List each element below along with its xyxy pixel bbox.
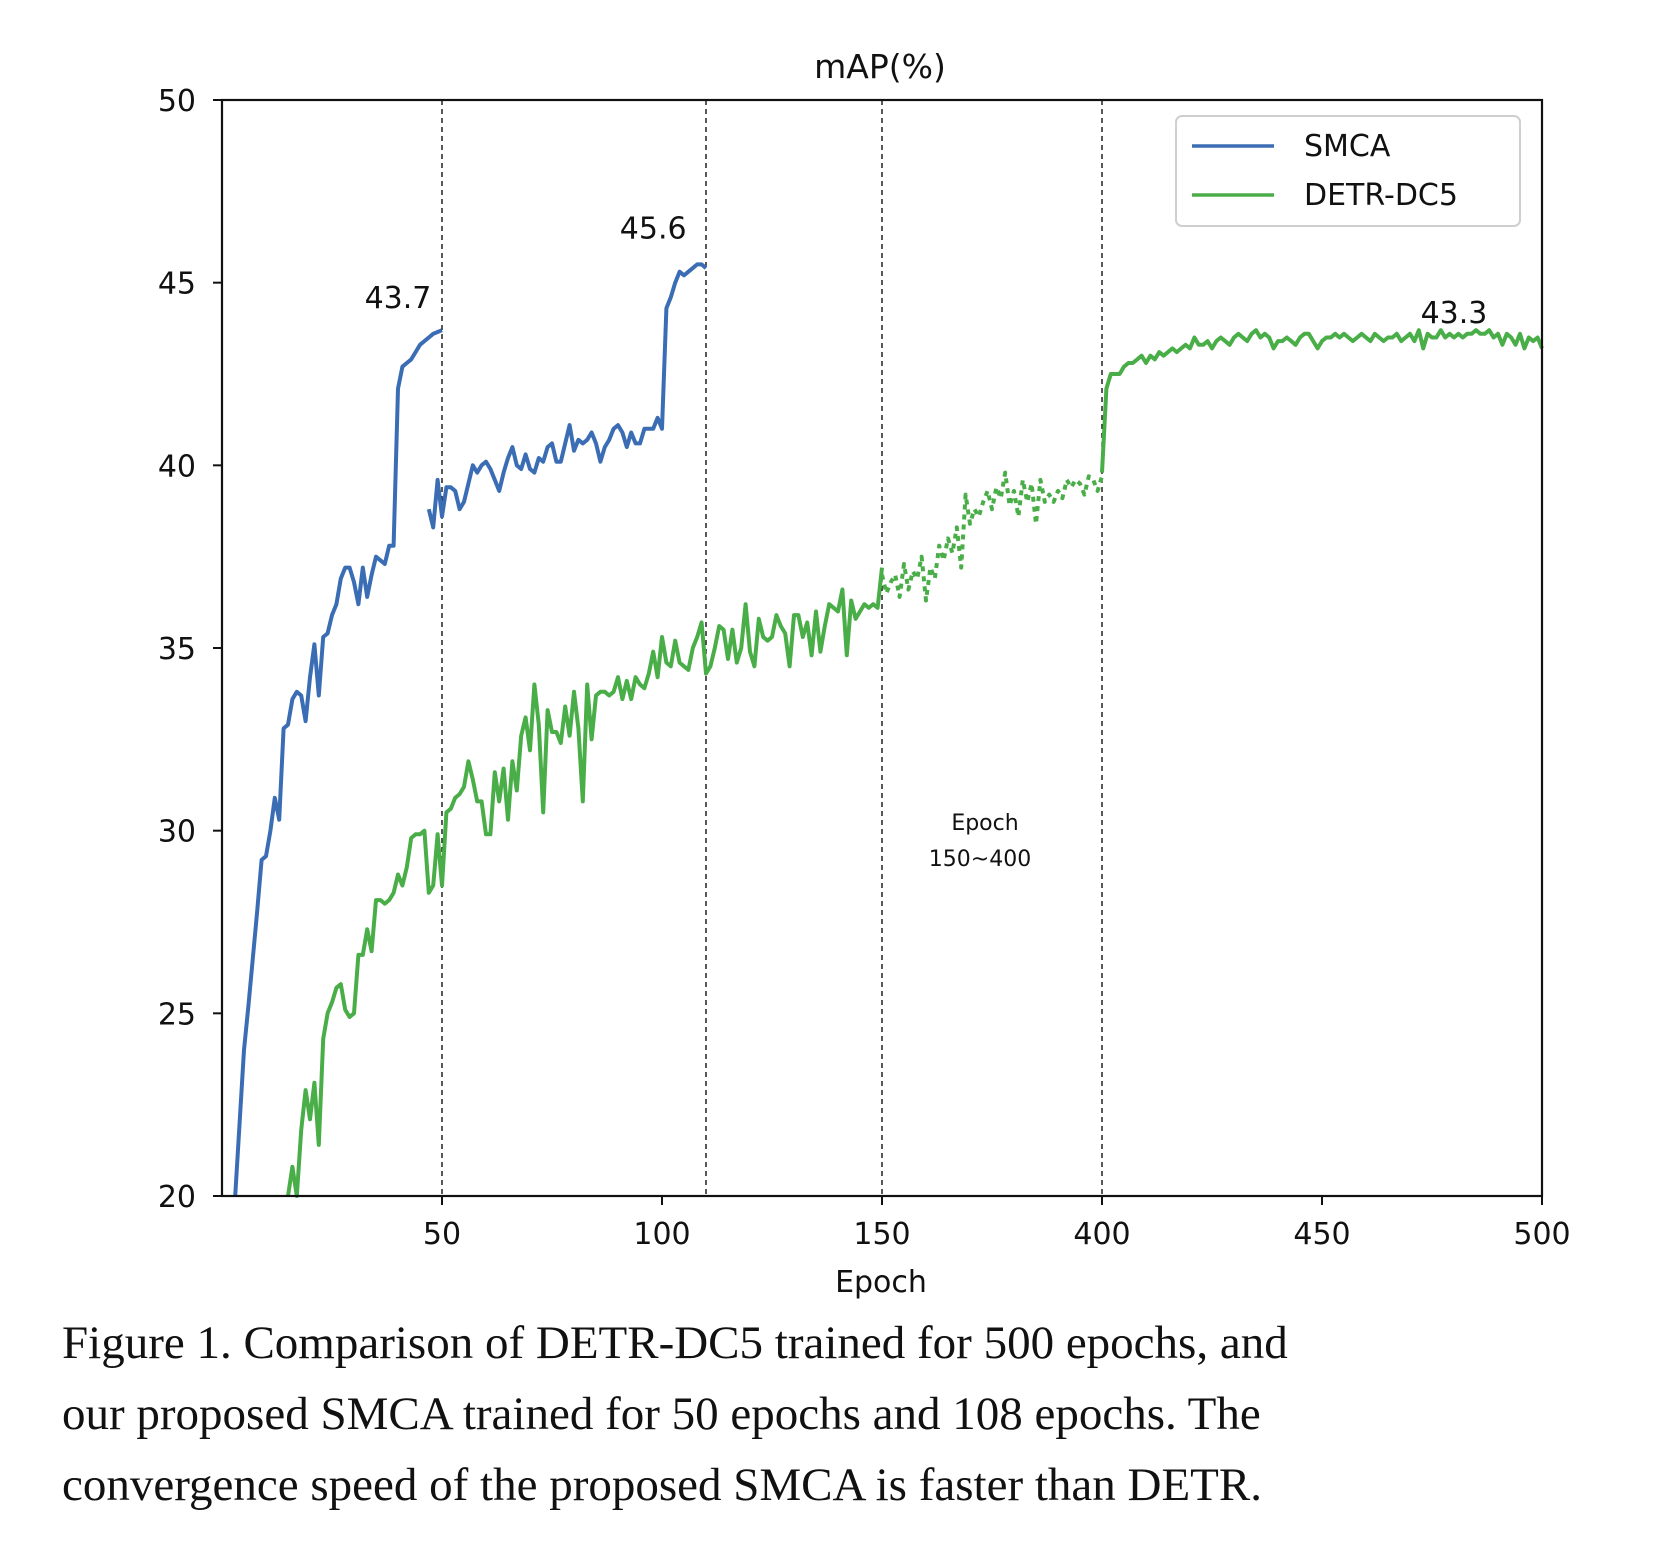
y-tick-label: 25 bbox=[158, 997, 196, 1032]
value-annotations: 43.7 45.6 43.3 bbox=[365, 212, 1488, 331]
series-line-smca bbox=[426, 262, 708, 530]
series-line-detr-dc5 bbox=[286, 567, 884, 1198]
y-tick-label: 40 bbox=[158, 449, 196, 484]
y-tick-label: 50 bbox=[158, 84, 196, 119]
region-label-line-2: 150~400 bbox=[929, 847, 1031, 872]
y-axis-ticks: 20 25 30 35 40 45 50 bbox=[158, 84, 222, 1215]
y-tick-label: 45 bbox=[158, 267, 196, 302]
value-annotation: 45.6 bbox=[620, 212, 687, 247]
x-tick-label: 500 bbox=[1513, 1217, 1570, 1252]
chart-title: mAP(%) bbox=[814, 47, 946, 86]
y-tick-label: 20 bbox=[158, 1180, 196, 1215]
region-label-line-1: Epoch bbox=[951, 811, 1018, 836]
legend: SMCA DETR-DC5 bbox=[1175, 115, 1521, 227]
y-tick-label: 35 bbox=[158, 632, 196, 667]
figure-caption: Figure 1. Comparison of DETR-DC5 trained… bbox=[62, 1308, 1662, 1521]
x-tick-label: 50 bbox=[423, 1217, 461, 1252]
y-tick-label: 30 bbox=[158, 815, 196, 850]
x-axis-label: Epoch bbox=[835, 1265, 927, 1300]
caption-line: convergence speed of the proposed SMCA i… bbox=[62, 1459, 1262, 1511]
x-tick-label: 100 bbox=[633, 1217, 690, 1252]
x-tick-label: 400 bbox=[1073, 1217, 1130, 1252]
epoch-divider-lines bbox=[441, 100, 1103, 1196]
value-annotation: 43.3 bbox=[1421, 296, 1488, 331]
value-annotation: 43.7 bbox=[365, 281, 432, 316]
x-tick-label: 150 bbox=[853, 1217, 910, 1252]
legend-box bbox=[1175, 115, 1521, 227]
legend-label-detr-dc5: DETR-DC5 bbox=[1304, 178, 1458, 213]
caption-line: our proposed SMCA trained for 50 epochs … bbox=[62, 1388, 1261, 1440]
series-lines bbox=[233, 262, 1544, 1198]
series-line-smca bbox=[233, 328, 443, 1197]
legend-label-smca: SMCA bbox=[1304, 129, 1391, 164]
x-tick-label: 450 bbox=[1293, 1217, 1350, 1252]
caption-line: Figure 1. Comparison of DETR-DC5 trained… bbox=[62, 1317, 1288, 1369]
series-line-detr-dc5 bbox=[880, 470, 1104, 603]
x-axis-ticks: 50 100 150 400 450 500 bbox=[423, 1196, 1571, 1252]
series-line-detr-dc5 bbox=[1100, 328, 1544, 473]
